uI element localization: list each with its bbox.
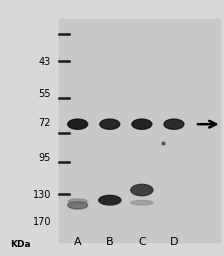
Ellipse shape bbox=[68, 199, 87, 204]
Text: B: B bbox=[106, 237, 114, 247]
Text: C: C bbox=[138, 237, 146, 247]
Bar bbox=[59, 19, 220, 242]
Text: D: D bbox=[170, 237, 178, 247]
Text: 130: 130 bbox=[33, 190, 51, 200]
Ellipse shape bbox=[164, 119, 184, 129]
Text: KDa: KDa bbox=[10, 240, 31, 249]
Text: 55: 55 bbox=[39, 89, 51, 99]
Ellipse shape bbox=[68, 119, 88, 129]
Ellipse shape bbox=[131, 184, 153, 196]
Ellipse shape bbox=[68, 201, 88, 209]
Ellipse shape bbox=[99, 195, 121, 205]
Ellipse shape bbox=[131, 200, 153, 205]
Text: A: A bbox=[74, 237, 82, 247]
Text: 170: 170 bbox=[33, 217, 51, 227]
Ellipse shape bbox=[132, 119, 152, 129]
Text: 95: 95 bbox=[39, 153, 51, 163]
Text: 43: 43 bbox=[39, 57, 51, 67]
Ellipse shape bbox=[100, 119, 120, 129]
Text: 72: 72 bbox=[39, 118, 51, 128]
